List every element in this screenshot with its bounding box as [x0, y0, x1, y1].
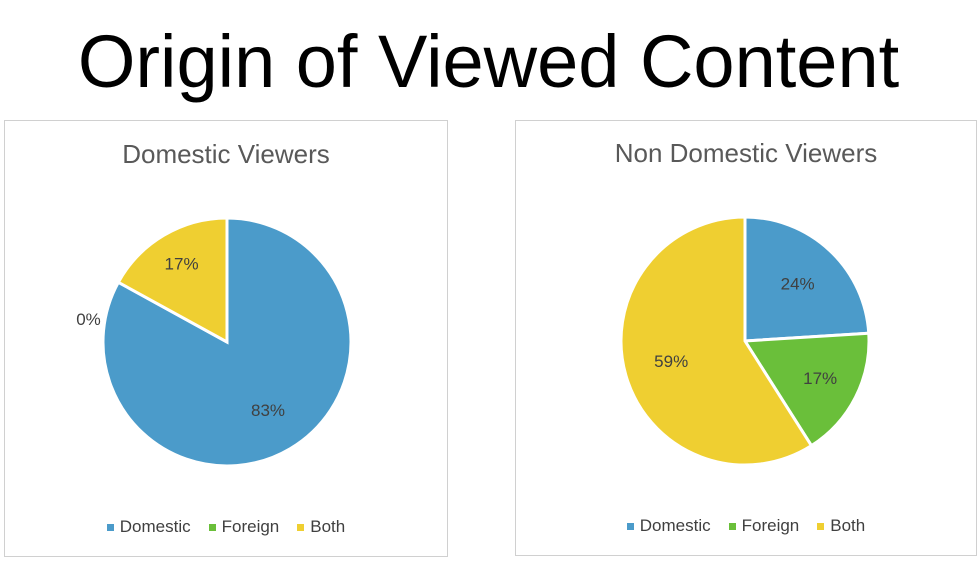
data-label-domestic: 83% [251, 401, 285, 420]
legend-label: Both [830, 516, 866, 535]
legend-swatch [297, 523, 305, 531]
legend-swatch [208, 523, 216, 531]
legend-item-domestic: Domestic [106, 517, 191, 537]
legend-item-foreign: Foreign [728, 516, 800, 536]
page-title: Origin of Viewed Content [77, 20, 900, 103]
pie-slice-foreign [742, 331, 871, 448]
legend: Domestic Foreign Both [516, 516, 976, 536]
legend-label: Foreign [741, 516, 800, 535]
legend-item-domestic: Domestic [626, 516, 711, 536]
pie-slice-both [116, 216, 229, 345]
data-label-foreign: 17% [803, 369, 837, 388]
legend-label: Domestic [119, 517, 191, 536]
chart-title: Non Domestic Viewers [614, 138, 878, 168]
data-label-both: 17% [165, 255, 199, 274]
legend-swatch [817, 522, 825, 530]
legend-swatch [728, 522, 736, 530]
legend: Domestic Foreign Both [5, 517, 447, 537]
legend-item-both: Both [297, 517, 345, 537]
chart-panel-domestic: 83% 0% 17% Domestic Viewers Domestic Foreig… [4, 120, 448, 557]
chart-panel-non-domestic: 24% 17% 59% Non Domestic Viewers Domestic F… [515, 120, 977, 556]
legend-label: Both [310, 517, 346, 536]
data-label-foreign: 0% [76, 310, 101, 329]
pie-slice-domestic [743, 215, 871, 343]
pie-chart-non-domestic: 24% 17% 59% [619, 215, 871, 467]
pie-slice-both [619, 215, 814, 467]
legend-label: Domestic [639, 516, 711, 535]
chart-title: Domestic Viewers [122, 139, 330, 169]
pie-chart-domestic: 83% 0% 17% [76, 216, 353, 468]
legend-label: Foreign [221, 517, 280, 536]
legend-item-both: Both [817, 516, 865, 536]
legend-swatch [626, 522, 634, 530]
legend-swatch [106, 523, 114, 531]
data-label-both: 59% [654, 352, 688, 371]
legend-item-foreign: Foreign [208, 517, 280, 537]
data-label-domestic: 24% [781, 274, 815, 293]
